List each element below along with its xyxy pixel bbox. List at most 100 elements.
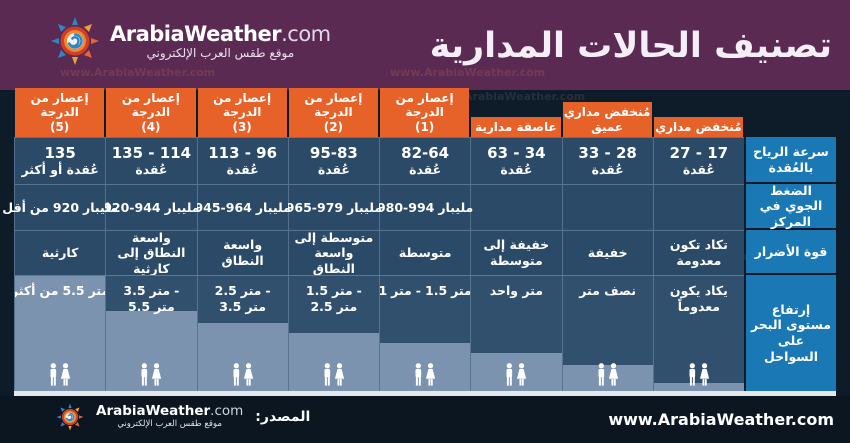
water-level-bar — [380, 343, 471, 391]
wind-speed-cell: 95-83 عُقدة — [287, 137, 379, 184]
damage-cell: تكاد تكون معدومة — [652, 230, 744, 275]
category-header: عاصفة مدارية — [471, 116, 561, 137]
category-column: إعصار من الدرجة (3) 113 - 96 عُقدة 945-9… — [194, 87, 291, 391]
water-level-bar — [197, 323, 288, 391]
category-header: إعصار من الدرجة (3) — [197, 87, 287, 137]
pressure-cell: 920-944 مليبار — [103, 184, 200, 230]
footer-logo-text: ArabiaWeather.com موقع طقس العرب الإلكتر… — [96, 403, 244, 430]
people-icon — [415, 363, 436, 386]
damage-cell: متوسطة — [379, 230, 471, 275]
people-icon — [324, 363, 345, 386]
category-column: مُنخفض مداري 27 - 17 عُقدة تكاد تكون معد… — [652, 100, 744, 391]
water-level-bar — [288, 333, 379, 391]
wind-speed-unit: عُقدة — [682, 161, 715, 177]
damage-cell: واسعة النطاق — [196, 230, 288, 275]
category-header-wrap: عاصفة مدارية — [470, 100, 561, 137]
category-column: عاصفة مدارية 63 - 34 عُقدة خفيفة إلى متو… — [470, 100, 562, 391]
category-header-line1: إعصار من الدرجة — [213, 90, 272, 120]
damage-cell: متوسطة إلى واسعة النطاق — [287, 230, 379, 276]
water-level-bar — [15, 276, 106, 391]
pressure-cell: 965-979 مليبار — [286, 184, 382, 230]
wind-speed-unit: عُقدة أو أكثر — [21, 161, 99, 177]
category-column: مُنخفض مداري عميق 33 - 28 عُقدة خفيفة نص… — [561, 100, 653, 391]
pressure-cell: 980-994 مليبار — [377, 184, 473, 230]
wind-speed-cell: 135 عُقدة أو أكثر — [14, 137, 106, 184]
category-header: إعصار من الدرجة (2) — [288, 87, 378, 137]
water-level-bar — [562, 365, 653, 391]
category-header-wrap: إعصار من الدرجة (2) — [288, 87, 379, 137]
category-header-line1: مُنخفض مداري — [563, 105, 651, 120]
footer-website: www.ArabiaWeather.com — [608, 410, 834, 429]
sea-level-cell: يكاد يكون معدوماً — [652, 275, 744, 391]
wind-speed-unit: عُقدة — [226, 161, 259, 177]
category-header-line1: عاصفة مدارية — [475, 119, 557, 134]
source-label: المصدر: — [255, 409, 311, 425]
category-header-wrap: مُنخفض مداري — [653, 100, 744, 137]
sea-level-value: 1 متر -1.5 متر — [379, 283, 471, 298]
people-icon — [233, 363, 253, 386]
sun-swirl-logo-icon — [51, 17, 99, 65]
damage-cell: كارثية — [14, 230, 106, 275]
wind-speed-unit: عُقدة — [409, 161, 442, 177]
water-level-bar — [106, 311, 197, 391]
category-header-line2: (1) — [414, 119, 435, 134]
sea-level-value: متر واحد — [489, 283, 544, 298]
arabiaweather-logo: ArabiaWeather.com موقع طقس العرب الإلكتر… — [50, 16, 331, 66]
wind-speed-value: 95-83 — [309, 144, 358, 163]
wind-speed-value: 135 — [44, 144, 76, 163]
pressure-cell — [470, 184, 562, 230]
category-column: إعصار من الدرجة (2) 95-83 عُقدة 965-979 م… — [286, 87, 382, 391]
footer-band: ArabiaWeather.com موقع طقس العرب الإلكتر… — [0, 396, 850, 443]
wind-speed-cell: 33 - 28 عُقدة — [561, 137, 653, 184]
category-header-line2: (5) — [49, 119, 70, 134]
damage-cell: خفيفة — [561, 230, 653, 275]
category-header-wrap: مُنخفض مداري عميق — [562, 100, 653, 137]
category-header-line2: (2) — [323, 119, 344, 134]
wind-speed-value: 27 - 17 — [669, 144, 729, 163]
people-icon — [50, 363, 71, 386]
category-header: إعصار من الدرجة (5) — [15, 87, 105, 137]
label-column-spacer — [746, 100, 836, 137]
wind-speed-cell: 135 - 114 عُقدة — [105, 137, 197, 184]
sea-level-cell: 1 متر -1.5 متر — [379, 275, 471, 391]
category-column: إعصار من الدرجة (5) 135 عُقدة أو أكثر أق… — [2, 87, 118, 391]
category-header-line2: (4) — [141, 119, 161, 134]
wind-speed-value: 135 - 114 — [111, 144, 192, 163]
logo-tagline: موقع طقس العرب الإلكتروني — [146, 45, 295, 60]
category-column: إعصار من الدرجة (1) 82-64 عُقدة 980-994 م… — [377, 87, 473, 391]
category-header-line1: إعصار من الدرجة — [121, 90, 180, 120]
category-header-line1: مُنخفض مداري — [655, 119, 742, 134]
category-header-wrap: إعصار من الدرجة (5) — [14, 87, 105, 137]
damage-cell: واسعة النطاق إلى كارثية — [105, 230, 197, 276]
pressure-cell — [561, 184, 653, 230]
row-label-column: سرعة الرياح بالعُقدة الضغط الجوي في المر… — [746, 100, 836, 391]
people-icon — [141, 363, 162, 386]
people-icon — [689, 363, 710, 386]
sea-level-value: 2.5 متر -3.5 متر — [214, 283, 271, 315]
wind-speed-unit: عُقدة — [500, 161, 533, 177]
pressure-cell: 945-964 مليبار — [194, 184, 291, 230]
people-icon — [506, 363, 527, 386]
category-header-line1: إعصار من الدرجة — [395, 90, 454, 120]
footer-logo-name: ArabiaWeather.com — [96, 403, 244, 420]
damage-cell: خفيفة إلى متوسطة — [470, 230, 562, 275]
logo-text: ArabiaWeather.com موقع طقس العرب الإلكتر… — [110, 23, 331, 60]
row-label-pressure: الضغط الجوي في المركز — [746, 183, 836, 230]
category-header: إعصار من الدرجة (4) — [106, 87, 196, 137]
sea-level-value: 3.5 متر -5.5 متر — [123, 283, 180, 315]
sea-level-cell: متر واحد — [470, 275, 562, 391]
row-label-wind-speed: سرعة الرياح بالعُقدة — [746, 137, 836, 184]
category-column: إعصار من الدرجة (4) 135 - 114 عُقدة 920-… — [103, 87, 200, 391]
wind-speed-cell: 113 - 96 عُقدة — [196, 137, 288, 184]
footer-logo-tagline: موقع طقس العرب الإلكتروني — [117, 419, 222, 430]
sea-level-value: نصف متر — [579, 283, 637, 298]
classification-table: سرعة الرياح بالعُقدة الضغط الجوي في المر… — [2, 87, 836, 396]
sea-level-cell: نصف متر — [561, 275, 653, 391]
pressure-cell — [652, 184, 744, 230]
wind-speed-value: 82-64 — [401, 144, 450, 163]
page-title: تصنيف الحالات المدارية — [429, 26, 832, 66]
water-level-bar — [653, 383, 744, 391]
